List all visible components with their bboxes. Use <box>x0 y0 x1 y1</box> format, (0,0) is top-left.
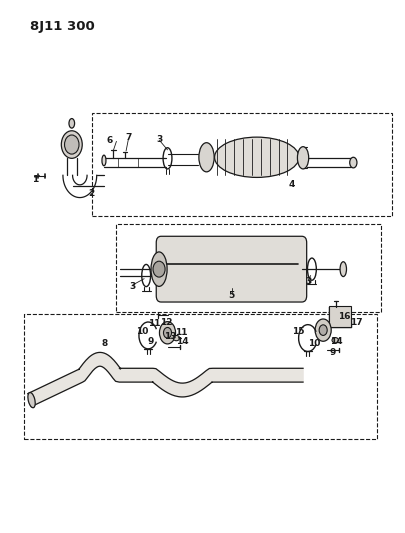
Ellipse shape <box>61 131 82 158</box>
Ellipse shape <box>199 143 214 172</box>
Ellipse shape <box>315 319 331 341</box>
Ellipse shape <box>332 337 339 343</box>
Circle shape <box>64 135 79 154</box>
Text: 2: 2 <box>88 189 94 198</box>
Text: 11: 11 <box>148 319 161 328</box>
Circle shape <box>164 327 172 338</box>
Text: 6: 6 <box>107 136 113 145</box>
Text: 15: 15 <box>292 327 304 336</box>
Ellipse shape <box>102 155 106 166</box>
FancyBboxPatch shape <box>156 236 307 302</box>
Text: 12: 12 <box>160 318 173 327</box>
Bar <box>329 306 350 327</box>
Text: 5: 5 <box>229 291 235 300</box>
Bar <box>116 224 382 312</box>
Text: 10: 10 <box>308 339 320 348</box>
Ellipse shape <box>297 147 309 169</box>
Ellipse shape <box>28 392 35 408</box>
Text: 17: 17 <box>350 318 363 327</box>
Text: 13: 13 <box>164 332 177 341</box>
Text: 14: 14 <box>330 337 343 346</box>
Text: 8J11 300: 8J11 300 <box>30 20 94 33</box>
Text: 8: 8 <box>101 339 107 348</box>
Text: 7: 7 <box>125 133 132 142</box>
Bar <box>92 113 392 216</box>
Ellipse shape <box>215 137 299 177</box>
Text: 3: 3 <box>305 277 311 286</box>
Text: 3: 3 <box>129 282 136 291</box>
Text: 4: 4 <box>289 180 295 189</box>
Circle shape <box>319 325 327 335</box>
Text: 3: 3 <box>156 135 162 144</box>
Polygon shape <box>28 352 303 407</box>
Ellipse shape <box>340 262 347 277</box>
Text: 9: 9 <box>148 337 154 346</box>
Text: 10: 10 <box>136 327 149 336</box>
Text: 1: 1 <box>32 174 38 183</box>
Text: 9: 9 <box>329 348 336 357</box>
Bar <box>23 314 377 439</box>
Text: 16: 16 <box>339 312 351 321</box>
Ellipse shape <box>151 252 167 286</box>
Text: 14: 14 <box>176 337 189 346</box>
Ellipse shape <box>173 335 179 341</box>
Ellipse shape <box>69 118 75 128</box>
Circle shape <box>153 261 165 277</box>
Ellipse shape <box>160 321 175 344</box>
Text: 11: 11 <box>175 328 188 337</box>
Ellipse shape <box>350 157 357 168</box>
